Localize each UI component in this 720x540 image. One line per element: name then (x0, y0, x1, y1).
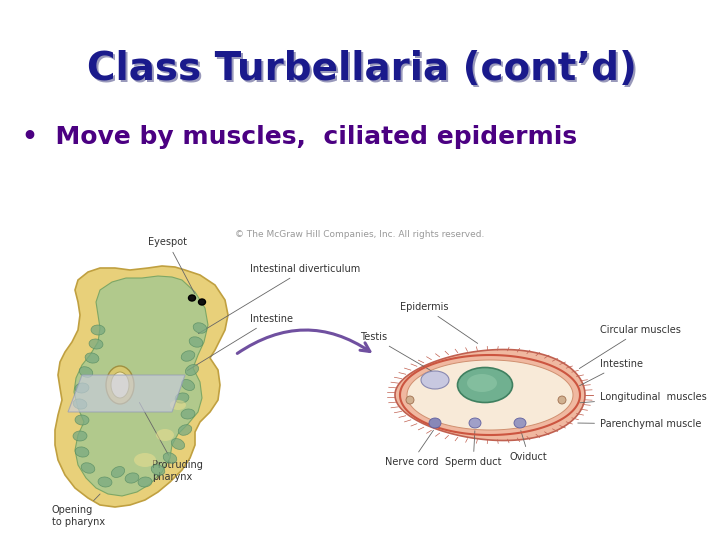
Text: Protruding
pharynx: Protruding pharynx (140, 402, 203, 482)
Ellipse shape (156, 429, 174, 441)
Ellipse shape (189, 337, 203, 347)
Ellipse shape (175, 393, 189, 403)
Ellipse shape (179, 424, 192, 435)
Text: Sperm duct: Sperm duct (445, 431, 502, 467)
Ellipse shape (189, 295, 196, 301)
Ellipse shape (457, 368, 513, 402)
Text: Nerve cord: Nerve cord (385, 430, 438, 467)
Ellipse shape (85, 353, 99, 363)
Ellipse shape (75, 383, 89, 393)
Ellipse shape (79, 367, 93, 377)
FancyArrowPatch shape (238, 330, 370, 353)
Text: Longitudinal  muscles: Longitudinal muscles (580, 392, 707, 403)
Text: Circular muscles: Circular muscles (580, 325, 681, 368)
Ellipse shape (199, 299, 205, 305)
Ellipse shape (193, 323, 207, 333)
Polygon shape (74, 276, 208, 496)
Ellipse shape (181, 350, 195, 361)
Ellipse shape (73, 431, 87, 441)
Text: Intestine: Intestine (580, 359, 643, 386)
Ellipse shape (106, 366, 134, 404)
Ellipse shape (112, 467, 125, 477)
Ellipse shape (514, 418, 526, 428)
Text: Intestine: Intestine (187, 314, 293, 370)
Text: © The McGraw Hill Companies, Inc. All rights reserved.: © The McGraw Hill Companies, Inc. All ri… (235, 230, 485, 239)
Ellipse shape (138, 477, 152, 487)
Polygon shape (395, 349, 585, 441)
Ellipse shape (163, 453, 177, 463)
Ellipse shape (151, 465, 165, 475)
Ellipse shape (98, 477, 112, 487)
Ellipse shape (89, 339, 103, 349)
Polygon shape (407, 360, 573, 430)
Ellipse shape (73, 399, 87, 409)
Ellipse shape (125, 473, 139, 483)
Ellipse shape (81, 463, 95, 473)
Text: Intestinal diverticulum: Intestinal diverticulum (199, 264, 360, 334)
Text: Eyespot: Eyespot (148, 237, 194, 294)
Ellipse shape (111, 372, 129, 398)
Ellipse shape (469, 418, 481, 428)
Ellipse shape (181, 409, 195, 419)
Text: Class Turbellaria (cont’d): Class Turbellaria (cont’d) (87, 50, 637, 88)
Text: Opening
to pharynx: Opening to pharynx (52, 494, 105, 527)
Ellipse shape (429, 418, 441, 428)
Text: Testis: Testis (360, 332, 433, 372)
Polygon shape (55, 266, 228, 507)
Ellipse shape (181, 380, 194, 390)
Ellipse shape (185, 364, 199, 375)
Ellipse shape (558, 396, 566, 404)
Text: Parenchymal muscle: Parenchymal muscle (577, 419, 701, 429)
Polygon shape (68, 375, 185, 412)
Text: Class Turbellaria (cont’d): Class Turbellaria (cont’d) (89, 52, 639, 90)
Text: Epidermis: Epidermis (400, 302, 477, 343)
Ellipse shape (134, 453, 156, 467)
Ellipse shape (75, 415, 89, 425)
Ellipse shape (421, 371, 449, 389)
Ellipse shape (467, 374, 497, 392)
Ellipse shape (170, 400, 186, 410)
Ellipse shape (171, 438, 184, 449)
Ellipse shape (91, 325, 105, 335)
Text: •  Move by muscles,  ciliated epidermis: • Move by muscles, ciliated epidermis (22, 125, 577, 149)
Ellipse shape (406, 396, 414, 404)
Text: Oviduct: Oviduct (510, 431, 548, 462)
Ellipse shape (75, 447, 89, 457)
